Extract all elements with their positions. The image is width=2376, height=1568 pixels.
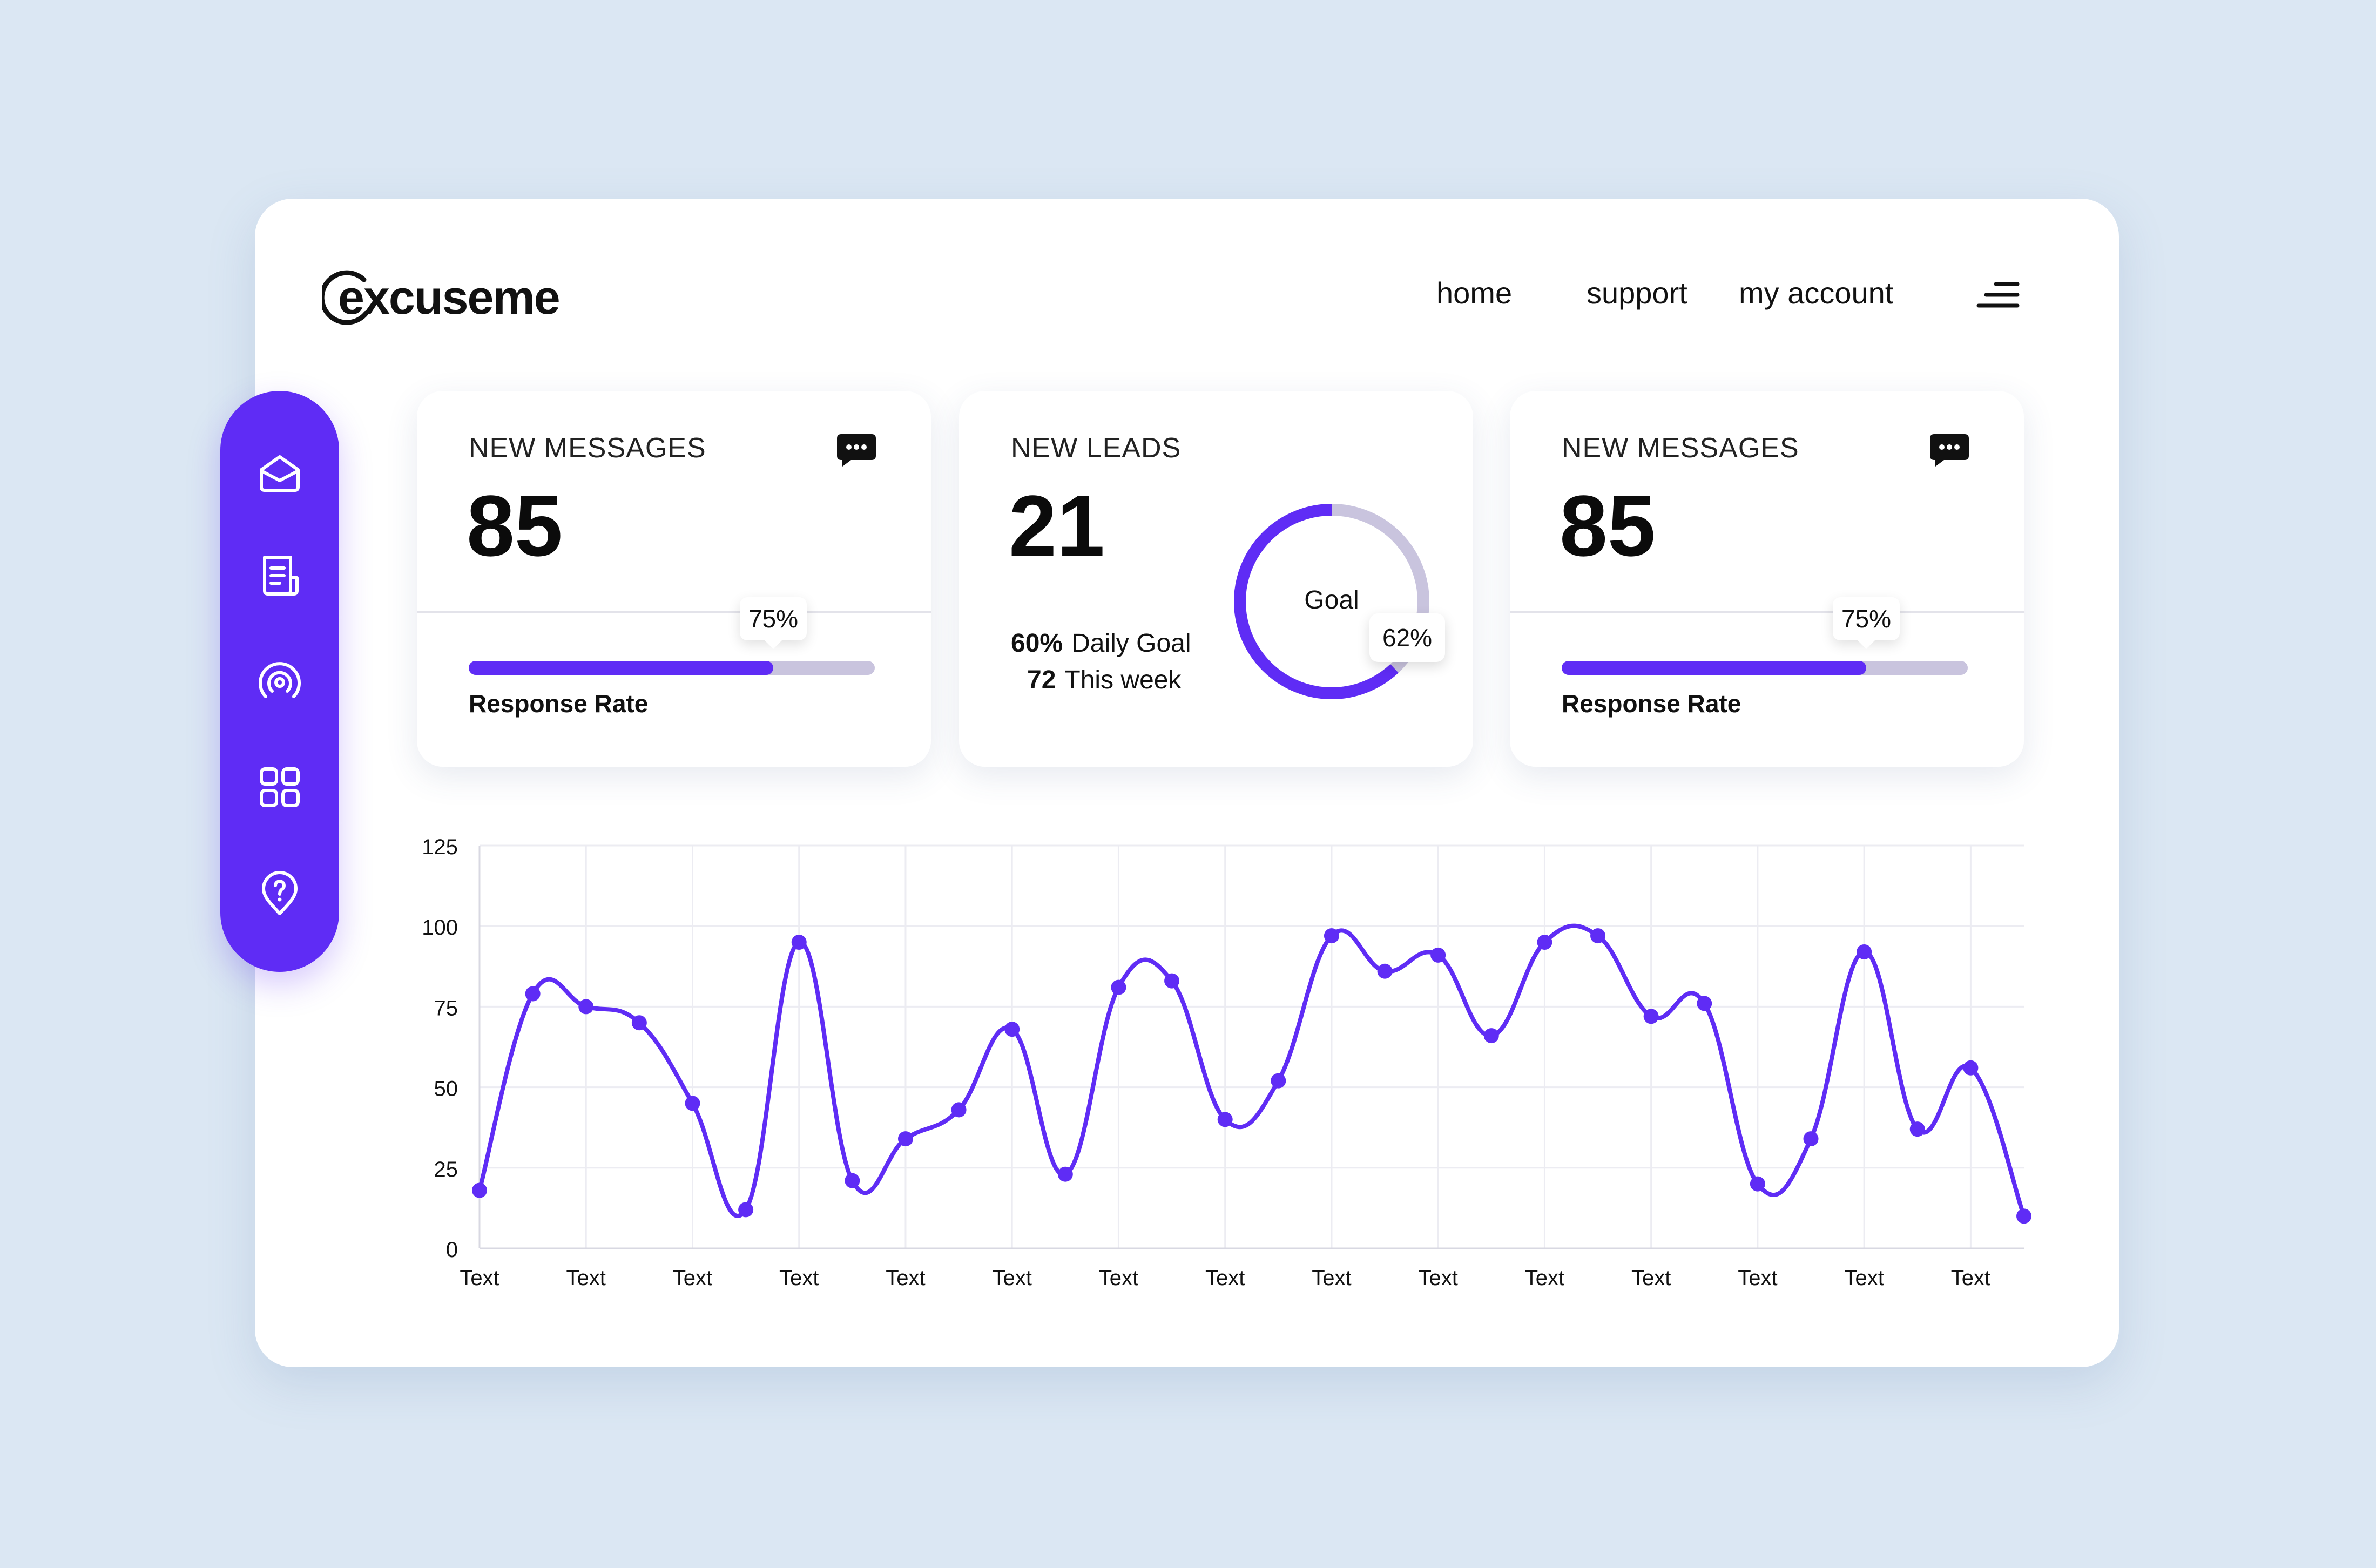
card-new-messages: NEW MESSAGES 85 75% Response Rate <box>417 391 931 767</box>
data-point[interactable] <box>1483 1028 1499 1044</box>
mail-open-icon[interactable] <box>256 449 303 497</box>
data-point[interactable] <box>1857 944 1872 959</box>
data-point[interactable] <box>1750 1176 1765 1192</box>
data-point[interactable] <box>1324 928 1339 944</box>
card-value: 85 <box>1560 477 1656 574</box>
data-point[interactable] <box>1697 996 1712 1011</box>
card-label: NEW MESSAGES <box>1562 432 1799 464</box>
data-point[interactable] <box>525 986 541 1002</box>
data-point[interactable] <box>791 935 807 950</box>
card-label: NEW LEADS <box>1011 432 1182 464</box>
data-point[interactable] <box>738 1202 754 1218</box>
card-divider <box>417 611 931 613</box>
data-point[interactable] <box>2016 1208 2031 1224</box>
data-point[interactable] <box>1909 1121 1925 1137</box>
x-tick-label: Text <box>886 1266 925 1290</box>
x-tick-label: Text <box>460 1266 499 1290</box>
data-point[interactable] <box>472 1182 487 1198</box>
x-tick-label: Text <box>1844 1266 1884 1290</box>
y-tick-label: 50 <box>434 1077 458 1101</box>
data-point[interactable] <box>1164 973 1180 989</box>
chat-icon <box>1930 434 1969 467</box>
data-point[interactable] <box>578 999 594 1015</box>
progress-fill <box>1562 661 1866 675</box>
progress-bar <box>469 661 875 675</box>
data-point[interactable] <box>1217 1112 1233 1127</box>
location-help-icon[interactable] <box>256 869 303 917</box>
data-point[interactable] <box>1590 928 1606 944</box>
x-tick-label: Text <box>1631 1266 1671 1290</box>
data-point[interactable] <box>1803 1131 1819 1147</box>
data-point[interactable] <box>685 1096 700 1111</box>
data-point[interactable] <box>1537 935 1552 950</box>
x-tick-label: Text <box>566 1266 606 1290</box>
data-point[interactable] <box>845 1173 860 1188</box>
logo-mark-icon <box>322 270 369 325</box>
week-count-value: 72 <box>1027 666 1056 694</box>
progress-bar <box>1562 661 1968 675</box>
data-point[interactable] <box>1004 1022 1020 1037</box>
nav-home[interactable]: home <box>1436 276 1513 310</box>
nav-my-account[interactable]: my account <box>1739 276 1894 310</box>
progress-caption: Response Rate <box>1562 690 1742 718</box>
goal-donut <box>1234 504 1429 699</box>
y-tick-label: 25 <box>434 1158 458 1181</box>
data-point[interactable] <box>631 1015 647 1031</box>
broadcast-icon[interactable] <box>256 658 303 705</box>
x-tick-label: Text <box>1525 1266 1564 1290</box>
daily-goal-pct: 60% <box>1011 629 1063 658</box>
x-tick-label: Text <box>1205 1266 1245 1290</box>
y-tick-label: 125 <box>422 835 458 859</box>
progress-tooltip: 75% <box>1833 597 1900 649</box>
card-value: 21 <box>1009 477 1105 574</box>
data-point[interactable] <box>1271 1073 1286 1089</box>
x-tick-label: Text <box>1738 1266 1777 1290</box>
chat-icon <box>837 434 876 467</box>
logo[interactable]: excuseme <box>322 262 561 333</box>
data-point[interactable] <box>1111 979 1126 995</box>
nav-support[interactable]: support <box>1587 276 1688 310</box>
data-point[interactable] <box>1643 1009 1659 1024</box>
week-count: 72 This week <box>1027 665 1181 695</box>
x-tick-label: Text <box>1418 1266 1457 1290</box>
progress-tooltip: 75% <box>740 597 807 649</box>
data-point[interactable] <box>1963 1060 1979 1076</box>
data-point[interactable] <box>1057 1166 1073 1182</box>
goal-donut-progress <box>1234 504 1429 699</box>
goal-label: Goal <box>1304 586 1359 614</box>
daily-goal: 60% Daily Goal <box>1011 628 1191 658</box>
week-count-text: This week <box>1064 666 1182 694</box>
grid-icon[interactable] <box>256 763 303 811</box>
card-new-messages-2: NEW MESSAGES 85 75% Response Rate <box>1510 391 2024 767</box>
menu-icon[interactable] <box>1976 280 2020 312</box>
data-point[interactable] <box>897 1131 913 1147</box>
data-point[interactable] <box>951 1102 967 1118</box>
goal-pct-tooltip: 62% <box>1369 613 1445 662</box>
y-tick-label: 100 <box>422 916 458 940</box>
x-tick-label: Text <box>993 1266 1032 1290</box>
x-tick-label: Text <box>673 1266 712 1290</box>
x-tick-label: Text <box>779 1266 819 1290</box>
clipboard-icon[interactable] <box>256 551 303 598</box>
x-tick-label: Text <box>1312 1266 1351 1290</box>
card-divider <box>1510 611 2024 613</box>
series-line <box>477 923 2026 1218</box>
sidebar <box>220 391 339 972</box>
card-value: 85 <box>467 477 563 574</box>
y-tick-label: 0 <box>446 1238 458 1262</box>
x-tick-label: Text <box>1099 1266 1138 1290</box>
logo-text: excuseme <box>338 271 561 324</box>
y-tick-label: 75 <box>434 996 458 1020</box>
card-label: NEW MESSAGES <box>469 432 706 464</box>
progress-fill <box>469 661 773 675</box>
data-point[interactable] <box>1377 963 1393 979</box>
card-new-leads: NEW LEADS 21 60% Daily Goal 72 This week G… <box>959 391 1473 767</box>
x-tick-label: Text <box>1951 1266 1990 1290</box>
daily-goal-text: Daily Goal <box>1071 629 1191 658</box>
data-point[interactable] <box>1430 947 1446 963</box>
progress-caption: Response Rate <box>469 690 649 718</box>
